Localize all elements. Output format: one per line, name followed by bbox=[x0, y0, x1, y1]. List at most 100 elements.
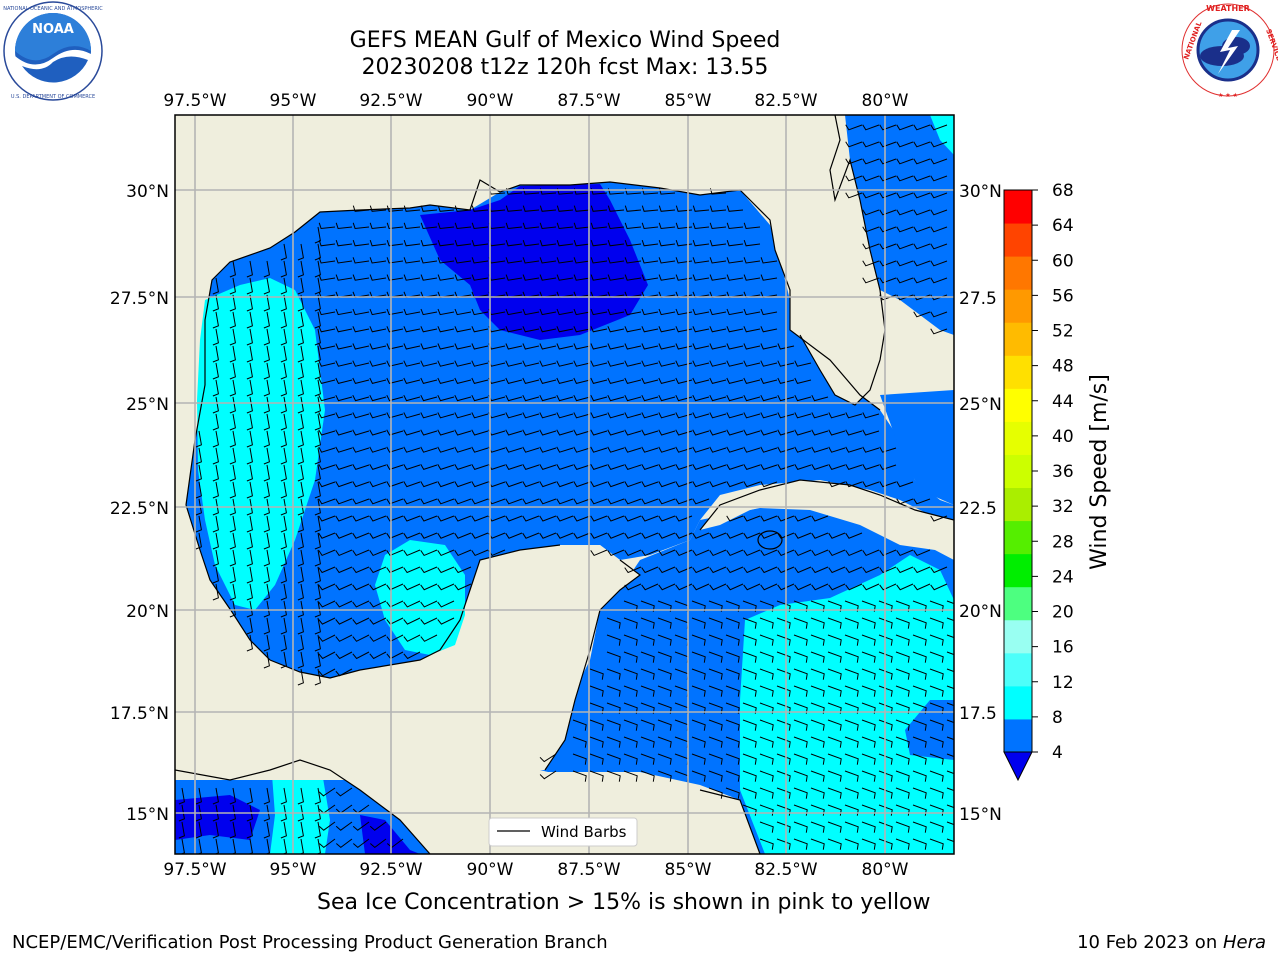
wind-barb bbox=[709, 394, 727, 402]
wind-barb bbox=[810, 719, 825, 731]
wind-barb bbox=[930, 566, 948, 574]
wind-barb bbox=[246, 430, 253, 448]
wind-barb bbox=[946, 736, 954, 741]
colorbar-tick-label: 32 bbox=[1052, 497, 1074, 517]
wind-barb bbox=[263, 498, 270, 516]
wind-barb bbox=[827, 634, 842, 646]
wind-barb bbox=[573, 463, 591, 471]
wind-barb bbox=[793, 736, 808, 748]
wind-barb bbox=[471, 412, 489, 419]
wind-barb bbox=[810, 838, 825, 850]
wind-barb bbox=[657, 719, 672, 731]
colorbar-tick-label: 24 bbox=[1052, 567, 1074, 587]
wind-barb bbox=[624, 394, 642, 402]
wind-barb bbox=[624, 566, 642, 574]
wind-barb bbox=[759, 617, 774, 629]
wind-barb bbox=[828, 463, 846, 471]
wind-barb bbox=[403, 343, 421, 350]
wind-barb bbox=[692, 274, 710, 281]
wind-barb bbox=[590, 394, 608, 402]
wind-barb bbox=[827, 838, 842, 850]
wind-barb bbox=[641, 394, 659, 402]
wind-barb bbox=[946, 770, 954, 775]
wind-barb bbox=[335, 463, 353, 471]
wind-barb bbox=[352, 600, 370, 608]
wind-barb bbox=[335, 274, 353, 281]
wind-barb bbox=[263, 515, 270, 533]
wind-barb bbox=[878, 719, 893, 731]
wind-barb bbox=[335, 308, 353, 316]
wind-barb bbox=[386, 360, 404, 367]
wind-barb bbox=[725, 719, 740, 731]
lat-label: 17.5°N bbox=[110, 704, 169, 724]
wind-barb bbox=[471, 308, 489, 316]
lon-label: 82.5°W bbox=[754, 860, 817, 880]
wind-barb bbox=[263, 804, 270, 822]
wind-barb bbox=[352, 617, 370, 625]
wind-barb bbox=[352, 634, 370, 642]
wind-barb bbox=[335, 343, 353, 350]
high-wind-caribbean bbox=[740, 555, 954, 854]
wind-barb bbox=[742, 685, 757, 697]
wind-barb bbox=[280, 277, 287, 295]
wind-barb bbox=[212, 396, 219, 414]
wind-barb bbox=[742, 668, 757, 680]
colorbar-segment bbox=[1004, 487, 1032, 522]
wind-barb bbox=[658, 498, 676, 505]
wind-barb bbox=[522, 326, 540, 333]
colorbar-segment bbox=[1004, 388, 1032, 422]
wind-barb bbox=[212, 362, 219, 380]
wind-barb bbox=[827, 770, 842, 782]
wind-barb bbox=[861, 821, 876, 833]
wind-barb bbox=[505, 257, 523, 264]
wind-barb bbox=[658, 446, 676, 453]
wind-barb bbox=[352, 343, 370, 350]
wind-barb bbox=[607, 222, 625, 230]
lat-label: 25°N bbox=[126, 395, 169, 415]
wind-barb bbox=[437, 481, 455, 488]
wind-barb bbox=[522, 481, 540, 488]
wind-barb bbox=[606, 685, 621, 697]
wind-barb bbox=[556, 205, 574, 212]
wind-barb bbox=[539, 360, 557, 367]
wind-barb bbox=[505, 463, 523, 471]
wind-barb bbox=[590, 498, 608, 505]
wind-barb bbox=[420, 205, 438, 212]
wind-barb bbox=[930, 158, 948, 165]
wind-barb bbox=[827, 719, 842, 731]
wind-barb bbox=[691, 719, 706, 731]
wind-barb bbox=[692, 205, 710, 212]
wind-barb bbox=[297, 668, 304, 686]
wind-barb bbox=[793, 753, 808, 765]
wind-barb bbox=[623, 668, 638, 680]
wind-barb bbox=[742, 770, 757, 782]
wind-barb bbox=[607, 377, 625, 384]
wind-barb bbox=[725, 787, 740, 799]
wind-barb bbox=[539, 257, 557, 264]
wind-barb bbox=[263, 311, 270, 329]
wind-barb bbox=[195, 464, 202, 482]
wind-barb bbox=[454, 463, 472, 471]
wind-barb bbox=[590, 222, 608, 230]
wind-barb bbox=[505, 326, 523, 333]
wind-barb bbox=[420, 429, 438, 436]
wind-barb bbox=[641, 360, 659, 367]
wind-barb bbox=[246, 634, 253, 652]
wind-barb bbox=[590, 205, 608, 212]
wind-barb bbox=[657, 685, 672, 697]
wind-barb bbox=[726, 515, 744, 522]
wind-barb bbox=[709, 481, 727, 488]
wind-barb bbox=[369, 429, 387, 436]
wind-barb bbox=[437, 274, 455, 281]
wind-barb bbox=[212, 294, 219, 312]
wind-barb bbox=[454, 377, 472, 384]
wind-barb bbox=[471, 343, 489, 350]
wind-barb bbox=[369, 481, 387, 488]
wind-barb bbox=[930, 328, 948, 335]
wind-barb bbox=[454, 394, 472, 402]
wind-barb bbox=[777, 583, 795, 591]
wind-barb bbox=[573, 446, 591, 453]
wind-barb bbox=[862, 583, 880, 591]
wind-barb bbox=[624, 515, 642, 522]
wind-barb bbox=[505, 429, 523, 436]
